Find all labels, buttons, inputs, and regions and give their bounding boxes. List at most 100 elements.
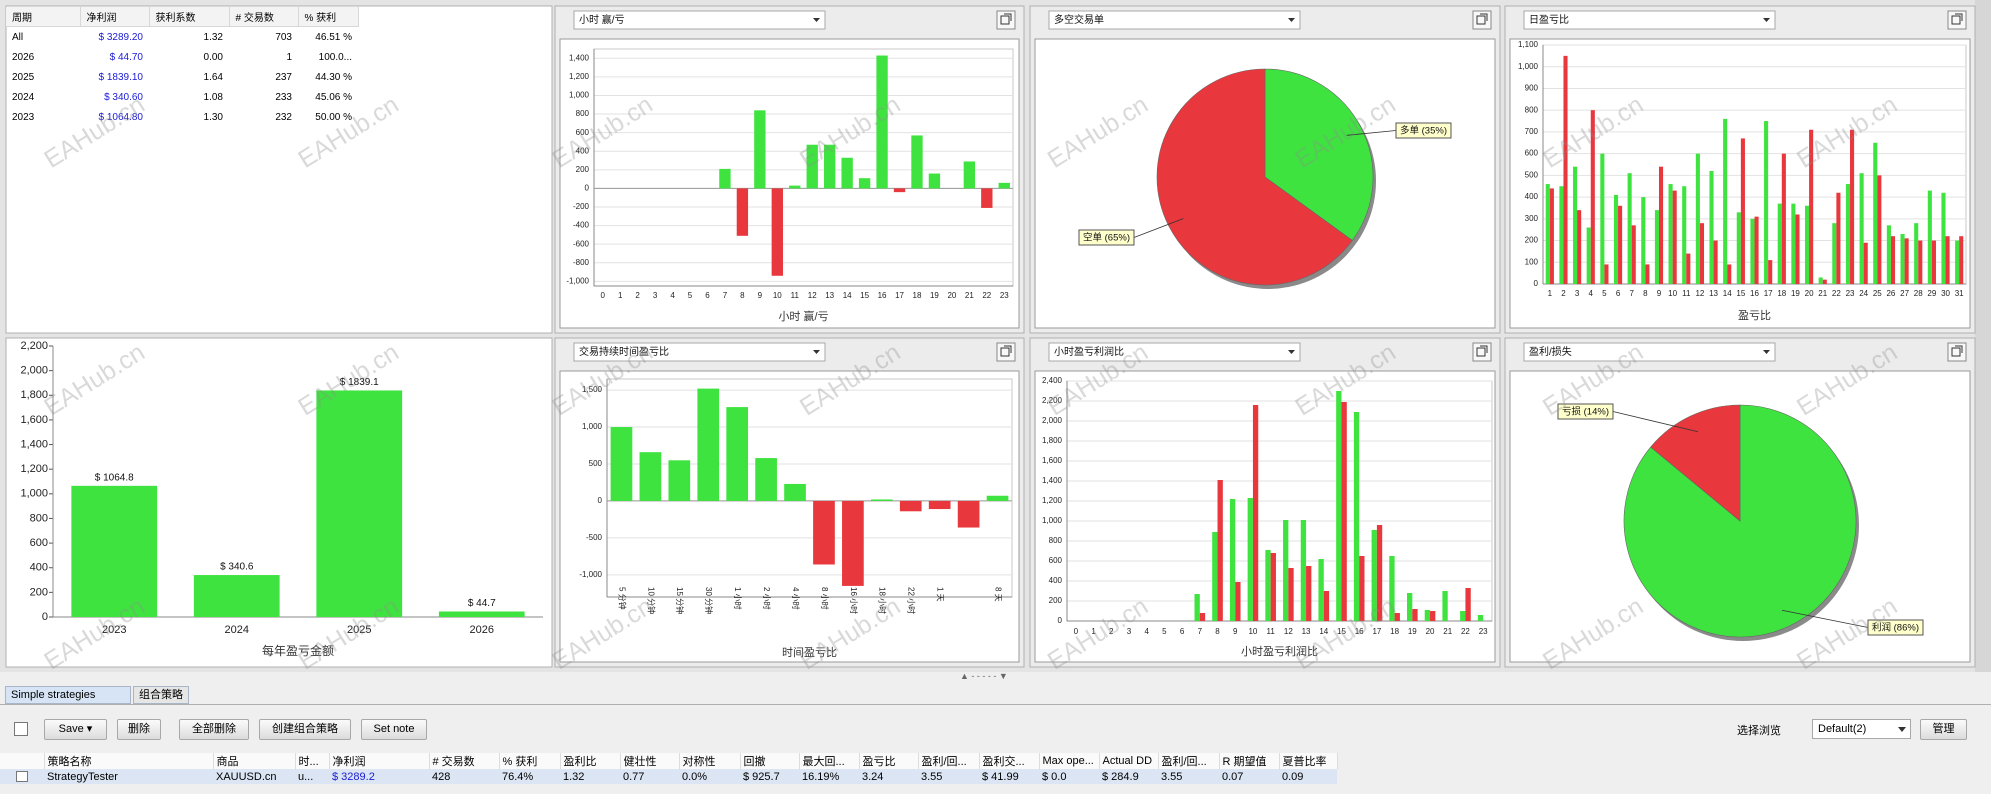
result-row[interactable]: StrategyTester XAUUSD.cn u... $ 3289.2 428 76…: [0, 769, 1337, 784]
y-tick-label: 600: [30, 537, 48, 549]
bar: [1686, 253, 1691, 284]
table-cell: 0.0%: [679, 769, 740, 784]
bar: [1199, 613, 1206, 621]
bar: [1252, 405, 1259, 621]
x-tick-label: 23: [1000, 291, 1009, 300]
toolbar-button[interactable]: Save ▾: [44, 719, 107, 740]
y-tick-label: 400: [576, 146, 590, 155]
x-tick-label: 31: [1955, 289, 1964, 298]
y-tick-label: 200: [1049, 596, 1063, 605]
table-cell: $ 44.70: [109, 51, 143, 63]
x-tick-label: 9: [758, 291, 763, 300]
chart-selector[interactable]: [1048, 342, 1301, 362]
chart-selector[interactable]: [573, 10, 826, 30]
expand-icon: [1476, 13, 1488, 25]
y-tick-label: 500: [1525, 170, 1539, 179]
column-header: 策略名称: [44, 753, 214, 769]
toolbar-button[interactable]: 全部删除: [179, 719, 249, 740]
x-tick-label: 29: [1927, 289, 1936, 298]
table-cell: $ 925.7: [740, 769, 799, 784]
x-tick-label: 9: [1657, 289, 1662, 298]
chart-selector[interactable]: [1523, 342, 1776, 362]
pie-slice: [1156, 68, 1353, 286]
bar: [1654, 210, 1659, 284]
row-checkbox[interactable]: [16, 771, 28, 782]
bar: [1389, 556, 1395, 621]
y-tick-label: -200: [573, 202, 590, 211]
y-tick-label: 200: [1525, 236, 1539, 245]
y-tick-label: 400: [1525, 192, 1539, 201]
x-tick-label: 16: [878, 291, 887, 300]
x-tick-label: 8: [740, 291, 745, 300]
bar: [899, 500, 922, 512]
bar: [1559, 186, 1564, 284]
bar: [1359, 556, 1365, 621]
chart-selector[interactable]: [1523, 10, 1776, 30]
splitter[interactable]: ▲ - - - - - ▼: [960, 671, 1008, 681]
bar: [986, 495, 1009, 501]
x-tick-label: 20: [947, 291, 956, 300]
y-tick-label: -600: [573, 239, 590, 248]
x-tick-label: 13: [1302, 627, 1311, 636]
x-tick-label: 22 小时: [907, 587, 917, 614]
bar: [911, 135, 923, 189]
bar: [1604, 264, 1609, 284]
chart-selector-text: 多空交易单: [1054, 13, 1104, 26]
table-cell: $ 3289.20: [98, 31, 144, 43]
table-cell: 232: [275, 111, 292, 123]
bar: [1764, 121, 1769, 284]
x-tick-label: 21: [1818, 289, 1827, 298]
bar: [1836, 192, 1841, 284]
chart-selector[interactable]: [1048, 10, 1301, 30]
expand-icon: [1951, 13, 1963, 25]
manage-button[interactable]: 管理: [1920, 719, 1967, 740]
tab[interactable]: Simple strategies: [5, 686, 131, 704]
table-cell: 3.55: [1158, 769, 1219, 784]
bar: [1613, 194, 1619, 284]
bar: [1791, 203, 1796, 284]
y-tick-label: 2,200: [1042, 396, 1063, 405]
select-all-checkbox[interactable]: [14, 722, 28, 736]
column-header: # 交易数: [229, 7, 299, 27]
y-tick-label: 500: [589, 459, 603, 468]
view-selector[interactable]: Default(2): [1812, 719, 1911, 739]
bar: [1727, 264, 1732, 284]
bar: [1736, 212, 1741, 284]
bar: [1927, 190, 1932, 284]
expand-icon: [1000, 13, 1012, 25]
table-row: 2024 $ 340.60 1.08 233 45.06 %: [6, 87, 358, 107]
x-tick-label: 5: [1162, 627, 1167, 636]
data-label: 亏损 (14%): [1562, 406, 1609, 418]
column-header: 健壮性: [620, 753, 680, 769]
x-tick-label: 10: [1248, 627, 1257, 636]
bar: [1300, 520, 1307, 621]
bar: [1877, 175, 1882, 284]
checkbox-cell: [0, 753, 45, 769]
bar: [1371, 530, 1377, 621]
label-box: [1867, 619, 1924, 636]
bar: [610, 427, 633, 501]
table-cell: 1.30: [203, 111, 223, 123]
table-row: 2023 $ 1064.80 1.30 232 50.00 %: [6, 107, 358, 127]
bar: [1577, 210, 1582, 284]
right-margin: [1975, 0, 1991, 672]
y-tick-label: 1,000: [20, 488, 48, 500]
data-label: $ 1064.8: [95, 472, 134, 483]
toolbar-button[interactable]: 创建组合策略: [259, 719, 351, 740]
y-tick-label: 1,400: [20, 438, 48, 450]
y-tick-label: 0: [1534, 279, 1539, 288]
chart-selector[interactable]: [573, 342, 826, 362]
x-tick-label: 16: [1750, 289, 1759, 298]
bar: [1795, 214, 1800, 284]
y-tick-label: 200: [576, 165, 590, 174]
view-label: 选择浏览: [1737, 725, 1781, 737]
tab[interactable]: 组合策略: [133, 686, 189, 704]
bar: [771, 188, 783, 276]
bar: [789, 185, 801, 189]
bar: [438, 611, 525, 617]
toolbar-button[interactable]: Set note: [361, 719, 427, 740]
dropdown-arrow: [1288, 18, 1295, 22]
toolbar-button[interactable]: 删除: [117, 719, 161, 740]
column-header: 最大回...: [799, 753, 860, 769]
bar: [1645, 264, 1650, 284]
